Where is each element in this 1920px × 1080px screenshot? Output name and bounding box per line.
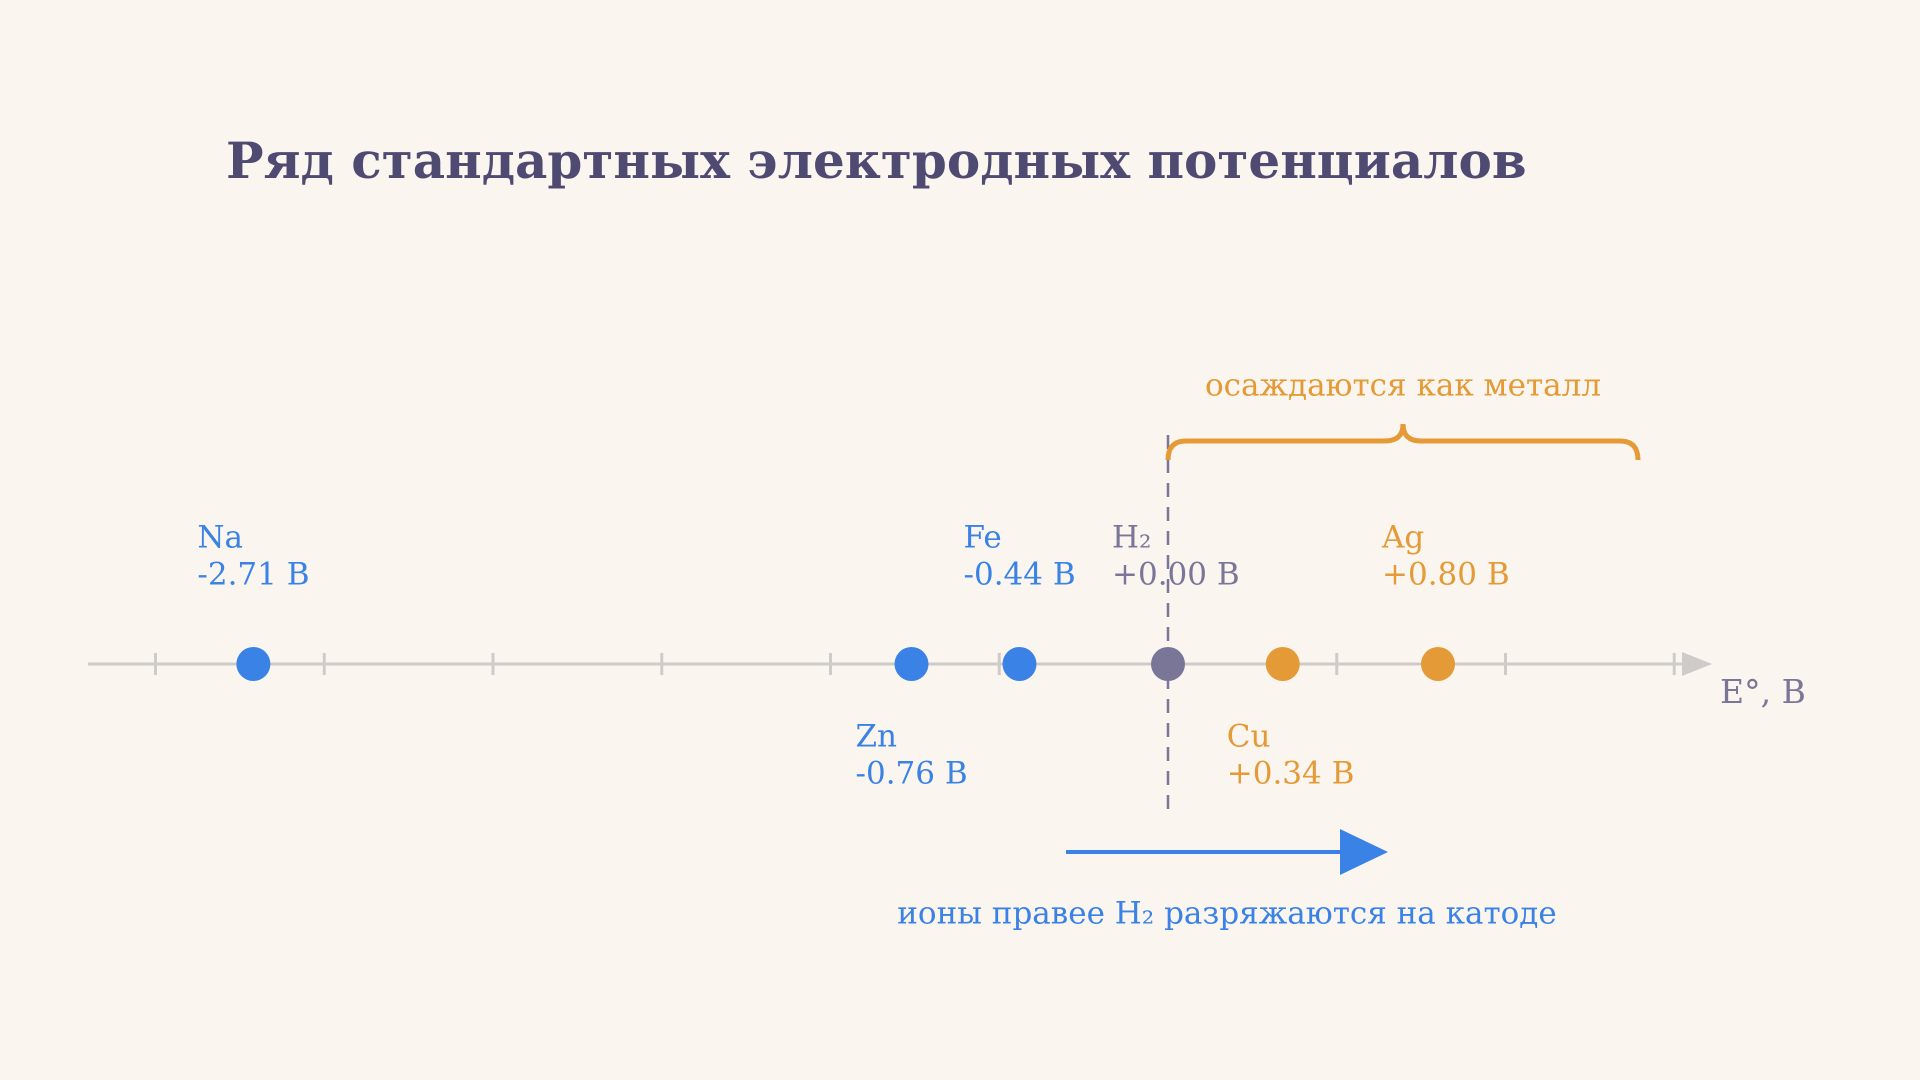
point-name: Zn <box>856 719 898 755</box>
point-value-label: +0.34 В <box>1227 756 1355 792</box>
point-value-label: -0.76 В <box>856 756 968 792</box>
axis-label: E°, В <box>1720 672 1806 711</box>
point-value-label: +0.80 В <box>1382 557 1510 593</box>
point-name: Cu <box>1227 719 1271 755</box>
point <box>1265 647 1300 681</box>
point-value-label: +0.00 В <box>1112 557 1240 593</box>
brace <box>1165 423 1641 461</box>
point-name: Fe <box>964 520 1002 556</box>
point-name: Na <box>197 520 243 556</box>
point <box>1002 647 1037 681</box>
point <box>236 647 271 681</box>
point <box>1151 647 1185 681</box>
arrow-label: ионы правее H₂ разряжаются на катоде <box>897 896 1556 932</box>
point-value-label: -2.71 В <box>197 557 309 593</box>
point-value-label: -0.44 В <box>964 557 1076 593</box>
brace-label: осаждаются как металл <box>1205 368 1601 404</box>
point-name: Ag <box>1381 520 1424 556</box>
chart-title: Ряд стандартных электродных потенциалов <box>226 131 1527 190</box>
point-name: H₂ <box>1112 520 1151 556</box>
point <box>894 647 929 681</box>
point <box>1421 647 1455 681</box>
arrow-head <box>1340 829 1388 875</box>
axis-arrow <box>1682 652 1712 676</box>
